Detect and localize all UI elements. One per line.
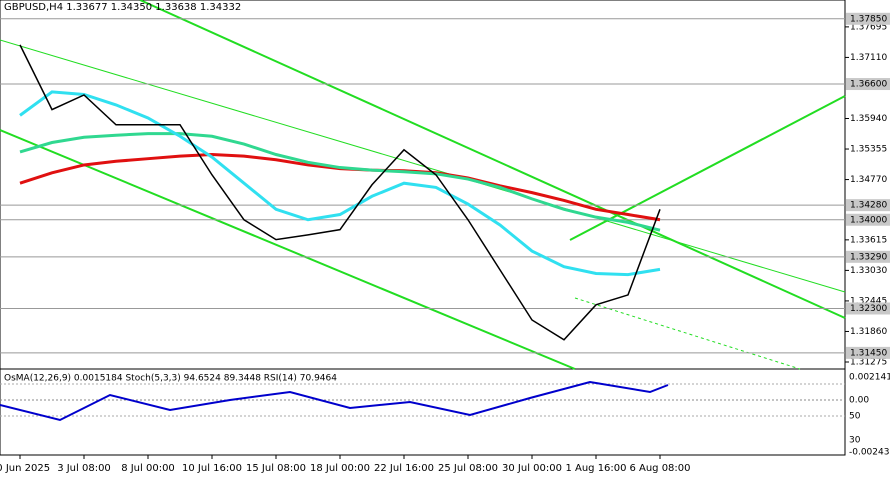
y-tick-label: 1.33615 — [850, 235, 887, 245]
y-tick-label: 1.31275 — [850, 357, 887, 367]
level-label: 1.36600 — [850, 80, 887, 90]
moving-average — [19, 90, 661, 277]
chart-title: GBPUSD,H4 1.33677 1.34350 1.33638 1.3433… — [4, 2, 241, 13]
indicator-line — [0, 380, 669, 422]
channel-line — [0, 39, 846, 293]
level-tag — [846, 78, 890, 91]
x-tick-label: 25 Jul 08:00 — [438, 463, 498, 474]
level-tag — [846, 199, 890, 212]
x-tick-label: 30 Jun 2025 — [0, 463, 50, 474]
x-tick-label: 18 Jul 00:00 — [310, 463, 370, 474]
level-label: 1.33290 — [850, 252, 887, 262]
y-tick-label: 1.37110 — [850, 53, 887, 63]
level-tag — [846, 250, 890, 263]
x-tick-label: 3 Jul 08:00 — [57, 463, 111, 474]
x-tick-label: 8 Jul 00:00 — [121, 463, 175, 474]
level-label: 1.32300 — [850, 304, 887, 314]
x-tick-label: 1 Aug 16:00 — [565, 463, 626, 474]
level-label: 1.34000 — [850, 215, 887, 225]
x-tick-label: 10 Jul 16:00 — [182, 463, 242, 474]
indicator-tick: 50 — [849, 412, 861, 422]
price-line — [19, 44, 661, 341]
y-tick-label: 1.32445 — [850, 296, 887, 306]
x-tick-label: 30 Jul 00:00 — [502, 463, 562, 474]
y-tick-label: 1.35355 — [850, 145, 887, 155]
indicator-title: OsMA(12,26,9) 0.0015184 Stoch(5,3,3) 94.… — [4, 374, 337, 384]
channel-line — [139, 0, 846, 319]
y-tick-label: 1.31860 — [850, 327, 887, 337]
y-tick-label: 1.37695 — [850, 22, 887, 32]
indicator-tick: 0.00214139 — [849, 373, 890, 383]
level-tag — [846, 346, 890, 359]
level-label: 1.37850 — [850, 14, 887, 24]
level-tag — [846, 12, 890, 25]
moving-average — [19, 132, 661, 232]
y-tick-label: 1.35940 — [850, 114, 887, 124]
y-tick-label: 1.33030 — [850, 266, 887, 276]
plot-frame — [0, 0, 846, 456]
level-tag — [846, 213, 890, 226]
x-tick-label: 22 Jul 16:00 — [374, 463, 434, 474]
indicator-tick: 30 — [849, 436, 861, 446]
indicator-tick: 0.00 — [849, 396, 869, 406]
indicator-tick: -0.00243 — [849, 448, 889, 458]
level-tag — [846, 302, 890, 315]
level-label: 1.34280 — [850, 201, 887, 211]
channel-line — [0, 129, 576, 370]
x-tick-label: 15 Jul 08:00 — [246, 463, 306, 474]
level-label: 1.31450 — [850, 348, 887, 358]
y-tick-label: 1.34770 — [850, 175, 887, 185]
channel-line — [569, 95, 846, 241]
x-tick-label: 6 Aug 08:00 — [629, 463, 690, 474]
